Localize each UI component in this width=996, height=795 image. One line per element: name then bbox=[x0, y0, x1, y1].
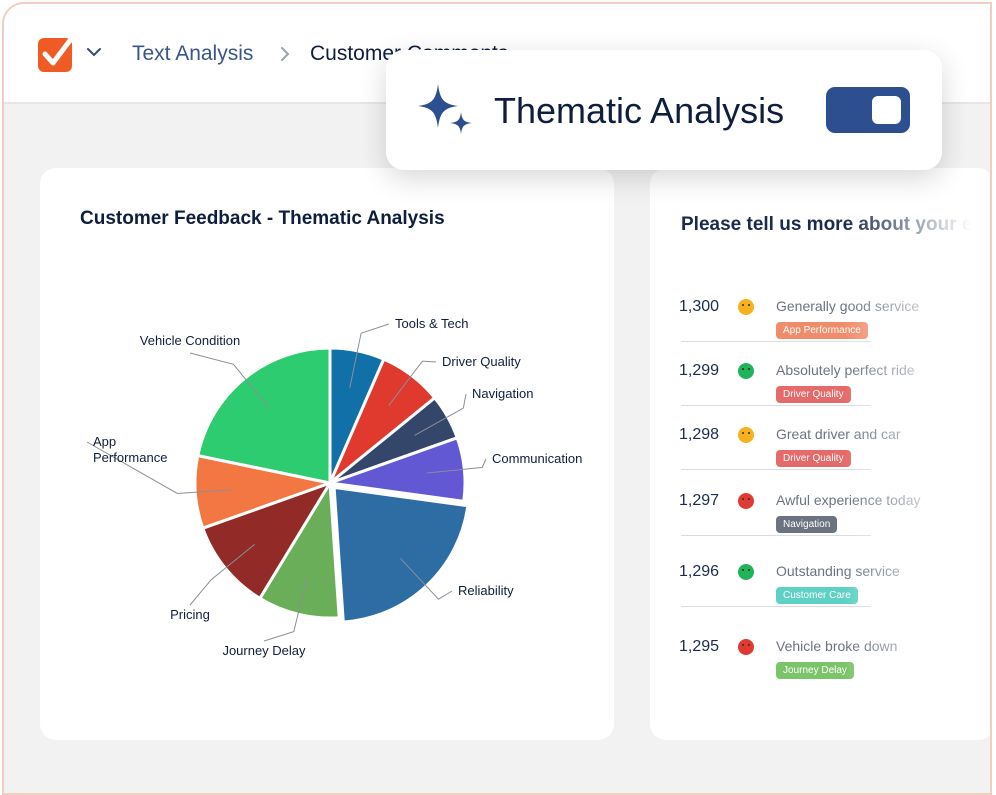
comment-id: 1,299 bbox=[679, 362, 720, 379]
slice-label: Vehicle Condition bbox=[140, 333, 240, 348]
comment-id: 1,297 bbox=[679, 492, 720, 509]
comments-panel: Please tell us more about your experienc… bbox=[650, 168, 990, 740]
slice-label: Driver Quality bbox=[442, 354, 521, 369]
comment-text: Outstanding service bbox=[776, 563, 900, 579]
leader-line bbox=[426, 458, 487, 474]
slice-label: Tools & Tech bbox=[395, 316, 468, 331]
comment-id: 1,300 bbox=[679, 298, 720, 315]
toggle-label: Thematic Analysis bbox=[494, 90, 785, 131]
comment-row[interactable]: 1,300 Generally good service App Performan… bbox=[650, 278, 990, 342]
sad-face-icon bbox=[738, 639, 754, 655]
leader-line bbox=[189, 543, 255, 606]
comment-row[interactable]: 1,299 Absolutely perfect ride Driver Quali… bbox=[650, 342, 990, 406]
comment-id: 1,296 bbox=[679, 563, 720, 580]
leader-line bbox=[400, 558, 453, 600]
theme-tag[interactable]: Journey Delay bbox=[776, 662, 854, 679]
leader-line bbox=[388, 360, 437, 406]
logo-checkmark-icon[interactable] bbox=[36, 34, 76, 74]
happy-face-icon bbox=[738, 363, 754, 379]
neutral-face-icon bbox=[738, 299, 754, 315]
breadcrumb-text-analysis[interactable]: Text Analysis bbox=[132, 42, 254, 65]
row-divider bbox=[681, 535, 871, 536]
pie-chart: Tools & Tech Driver Quality Navigation Comm… bbox=[86, 316, 582, 658]
comment-text: Generally good service bbox=[776, 298, 920, 314]
leader-line bbox=[189, 352, 270, 408]
toggle-knob[interactable] bbox=[872, 96, 901, 124]
comment-row[interactable]: 1,296 Outstanding service Customer Care bbox=[650, 543, 990, 607]
thematic-analysis-toggle-card: Thematic Analysis bbox=[386, 50, 942, 170]
row-divider bbox=[681, 341, 871, 342]
leader-line bbox=[263, 577, 308, 642]
row-divider bbox=[681, 606, 871, 607]
comment-row[interactable]: 1,297 Awful experience today Navigation bbox=[650, 472, 990, 536]
thematic-analysis-toggle[interactable] bbox=[826, 87, 910, 133]
chevron-down-icon[interactable] bbox=[84, 42, 104, 62]
leader-line bbox=[414, 393, 467, 436]
sparkle-icon bbox=[418, 84, 472, 134]
comment-text: Absolutely perfect ride bbox=[776, 362, 915, 378]
comment-id: 1,298 bbox=[679, 426, 720, 443]
comment-row[interactable]: 1,298 Great driver and car Driver Quality bbox=[650, 406, 990, 470]
comment-text: Vehicle broke down bbox=[776, 638, 898, 654]
slice-label: Navigation bbox=[472, 386, 533, 401]
theme-tag[interactable]: App Performance bbox=[776, 322, 868, 339]
slice-label: Performance bbox=[93, 450, 167, 465]
question-title: Please tell us more about your experienc… bbox=[681, 214, 990, 235]
comment-id: 1,295 bbox=[679, 638, 720, 655]
leader-line bbox=[86, 441, 234, 494]
slice-label: Reliability bbox=[458, 583, 514, 598]
slice-label: Journey Delay bbox=[222, 643, 306, 658]
comment-row[interactable]: 1,295 Vehicle broke down Journey Delay bbox=[650, 618, 990, 682]
chevron-right-icon bbox=[281, 47, 290, 61]
slice-label: App bbox=[93, 434, 116, 449]
row-divider bbox=[681, 405, 871, 406]
chart-title: Customer Feedback - Thematic Analysis bbox=[80, 208, 445, 229]
row-divider bbox=[681, 469, 871, 470]
neutral-face-icon bbox=[738, 427, 754, 443]
theme-tag[interactable]: Customer Care bbox=[776, 587, 858, 604]
comment-text: Great driver and car bbox=[776, 426, 901, 442]
theme-tag[interactable]: Driver Quality bbox=[776, 386, 851, 403]
sad-face-icon bbox=[738, 493, 754, 509]
slice-label: Pricing bbox=[170, 607, 210, 622]
theme-tag[interactable]: Navigation bbox=[776, 516, 838, 533]
leader-line bbox=[349, 323, 390, 388]
happy-face-icon bbox=[738, 564, 754, 580]
comment-text: Awful experience today bbox=[776, 492, 921, 508]
theme-tag[interactable]: Driver Quality bbox=[776, 450, 851, 467]
slice-label: Communication bbox=[492, 451, 582, 466]
pie-slice-reliability[interactable] bbox=[332, 485, 470, 624]
thematic-chart-panel: Customer Feedback - Thematic Analysis To… bbox=[40, 168, 614, 740]
